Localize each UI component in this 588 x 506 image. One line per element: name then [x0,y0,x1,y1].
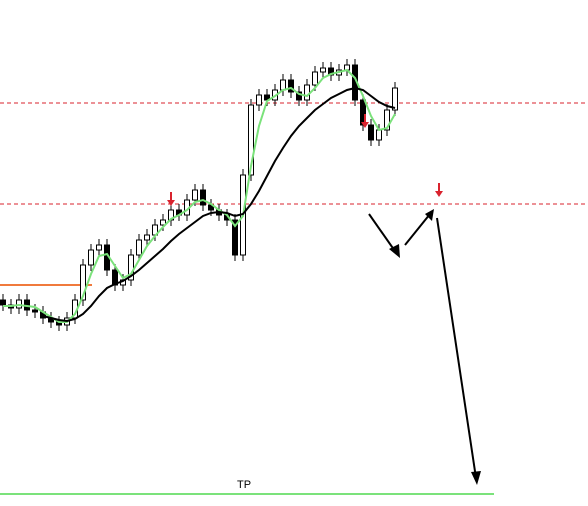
plot: TP [0,59,588,495]
candle-body [384,109,390,131]
candle-body [232,219,238,256]
candle-body [32,309,38,313]
candle-body [128,254,134,281]
arrowhead [471,471,481,485]
candle-body [88,249,94,266]
candle-body [144,234,150,241]
candle-body [96,244,102,251]
annotations [167,114,481,485]
arrow [436,217,477,479]
candle-body [392,87,398,111]
arrowhead [425,209,434,221]
candle-body [288,79,294,93]
candle-body [320,67,326,73]
candle-body [160,219,166,226]
path-arrows [368,213,477,479]
signal-arrow [167,192,175,206]
arrow [404,213,431,246]
candle-body [136,239,142,256]
candle-body [256,94,262,106]
candle-body [312,71,318,86]
candle-body [248,104,254,176]
candle-body [376,129,382,141]
candle-body [280,79,286,91]
candle-body [368,124,374,141]
arrowhead [389,244,400,258]
candle-body [80,264,86,301]
candle-body [200,189,206,206]
level-label: TP [237,479,251,491]
candle-body [0,299,6,306]
candle-body [192,189,198,201]
ma-line [42,86,396,323]
candle-body [296,91,302,101]
signal-arrow [361,114,369,128]
signal-arrow [435,183,443,197]
candle-body [304,84,310,101]
